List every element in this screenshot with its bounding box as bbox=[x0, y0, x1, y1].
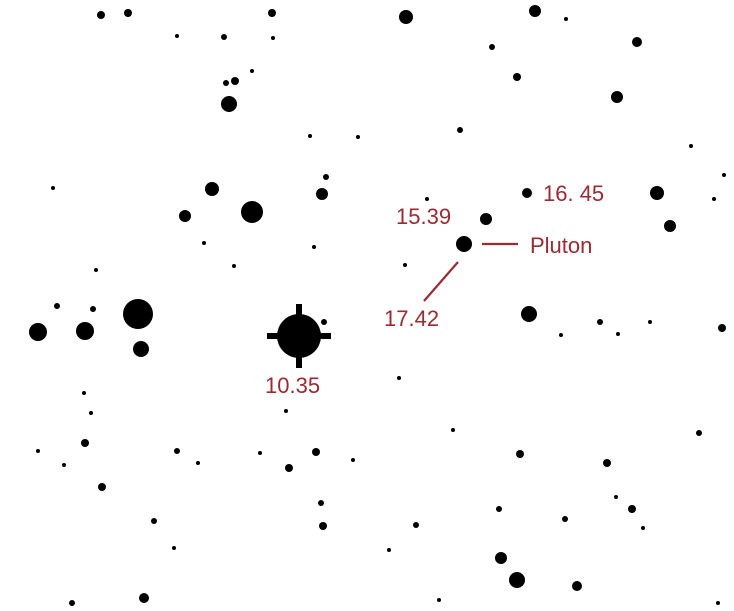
stars bbox=[29, 5, 726, 606]
star bbox=[495, 552, 507, 564]
star bbox=[258, 451, 262, 455]
star bbox=[241, 201, 263, 223]
star bbox=[425, 197, 429, 201]
pluto-label: Pluton bbox=[530, 233, 592, 258]
star bbox=[268, 9, 276, 17]
star bbox=[175, 34, 179, 38]
star bbox=[36, 449, 40, 453]
star bbox=[97, 11, 105, 19]
star bbox=[664, 220, 676, 232]
star bbox=[89, 411, 93, 415]
annotations: 10.35 15.39 16. 45 17.42 Pluton bbox=[265, 181, 604, 398]
star bbox=[457, 127, 463, 133]
star bbox=[124, 9, 132, 17]
star bbox=[718, 324, 726, 332]
star bbox=[62, 463, 66, 467]
star bbox=[174, 448, 180, 454]
star bbox=[564, 17, 568, 21]
star bbox=[316, 188, 328, 200]
star bbox=[271, 36, 275, 40]
magnitude-label-16-45: 16. 45 bbox=[543, 181, 604, 206]
star bbox=[696, 430, 702, 436]
star bbox=[151, 518, 157, 524]
star bbox=[179, 210, 191, 222]
pluto-object bbox=[456, 236, 472, 252]
star bbox=[521, 306, 537, 322]
star bbox=[285, 464, 293, 472]
star bbox=[413, 522, 419, 528]
star bbox=[319, 522, 327, 530]
star bbox=[323, 174, 329, 180]
star bbox=[611, 91, 623, 103]
star bbox=[496, 506, 502, 512]
star bbox=[572, 581, 582, 591]
star bbox=[202, 241, 206, 245]
star bbox=[509, 572, 525, 588]
star bbox=[312, 245, 316, 249]
star bbox=[51, 186, 55, 190]
star bbox=[90, 306, 96, 312]
star bbox=[648, 320, 652, 324]
star bbox=[223, 80, 229, 86]
magnitude-label-15-39: 15.39 bbox=[396, 204, 451, 229]
star bbox=[397, 376, 401, 380]
star bbox=[98, 483, 106, 491]
star bbox=[94, 268, 98, 272]
star bbox=[221, 96, 237, 112]
star bbox=[29, 323, 47, 341]
star bbox=[632, 37, 642, 47]
star bbox=[312, 448, 320, 456]
star bbox=[308, 134, 312, 138]
star bbox=[562, 516, 568, 522]
star bbox=[529, 5, 541, 17]
star bbox=[250, 69, 254, 73]
star bbox=[451, 428, 455, 432]
star bbox=[231, 77, 239, 85]
star bbox=[712, 197, 716, 201]
magnitude-label-17-42: 17.42 bbox=[384, 306, 439, 331]
star bbox=[513, 73, 521, 81]
star bbox=[172, 546, 176, 550]
star bbox=[139, 593, 149, 603]
star bbox=[69, 600, 75, 606]
star bbox=[123, 299, 153, 329]
star bbox=[616, 332, 620, 336]
star bbox=[82, 391, 86, 395]
star bbox=[614, 495, 618, 499]
star bbox=[318, 500, 324, 506]
star bbox=[356, 135, 360, 139]
star bbox=[641, 526, 645, 530]
star bbox=[597, 319, 603, 325]
star bbox=[232, 264, 236, 268]
star bbox=[76, 322, 94, 340]
star bbox=[559, 333, 563, 337]
star bbox=[221, 34, 227, 40]
star-15-39 bbox=[480, 213, 492, 225]
star bbox=[284, 409, 288, 413]
magnitude-label-10-35: 10.35 bbox=[265, 373, 320, 398]
star bbox=[489, 44, 495, 50]
star-17-42-callout-line bbox=[423, 261, 459, 302]
star bbox=[196, 461, 200, 465]
star bbox=[650, 186, 664, 200]
star bbox=[722, 173, 726, 177]
star bbox=[516, 450, 524, 458]
star bbox=[351, 458, 355, 462]
star-16-45 bbox=[522, 188, 532, 198]
star bbox=[133, 341, 149, 357]
star bbox=[437, 598, 441, 602]
star bbox=[205, 182, 219, 196]
star bbox=[399, 10, 413, 24]
star bbox=[54, 303, 60, 309]
star bbox=[603, 459, 611, 467]
star bbox=[628, 505, 636, 513]
star bbox=[689, 144, 693, 148]
star bbox=[716, 601, 720, 605]
star bbox=[81, 439, 89, 447]
bright-star-10-35 bbox=[267, 304, 331, 368]
star bbox=[403, 263, 407, 267]
star bbox=[387, 548, 391, 552]
